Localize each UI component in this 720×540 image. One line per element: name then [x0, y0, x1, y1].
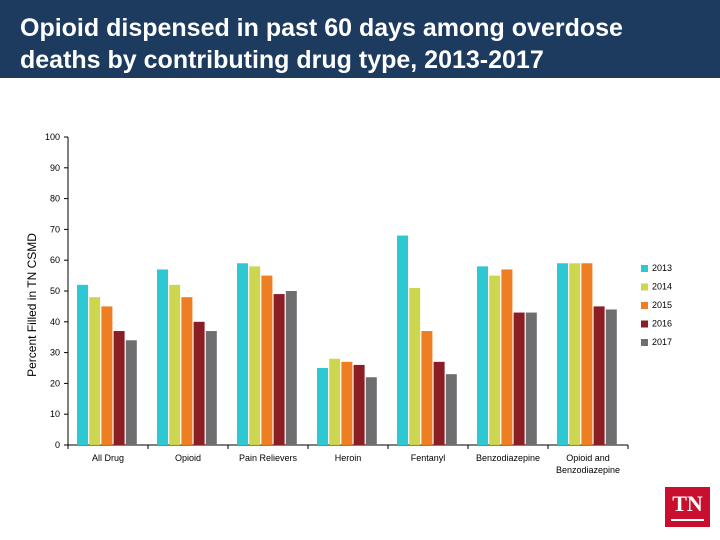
bar-2015-6	[581, 263, 593, 445]
legend-label-2015: 2015	[652, 300, 672, 310]
bar-2016-2	[273, 294, 285, 445]
y-tick-label: 50	[50, 286, 60, 296]
category-label: Heroin	[335, 453, 362, 463]
bar-2013-4	[397, 235, 408, 445]
bar-2013-0	[77, 284, 88, 445]
bar-2015-2	[261, 275, 273, 445]
y-axis-title: Percent Filled in TN CSMD	[25, 233, 39, 377]
category-label: Benzodiazepine	[476, 453, 540, 463]
legend-swatch-2015	[641, 302, 648, 309]
legend-swatch-2014	[641, 283, 648, 291]
legend-label-2016: 2016	[652, 319, 672, 329]
bar-2017-5	[525, 312, 537, 445]
bar-2015-0	[101, 306, 113, 445]
category-label: Pain Relievers	[239, 453, 298, 463]
bar-2016-3	[353, 364, 365, 445]
bar-2014-5	[489, 275, 501, 445]
y-tick-label: 30	[50, 348, 60, 358]
y-tick-label: 20	[50, 378, 60, 388]
bar-2013-6	[557, 263, 568, 445]
tn-logo: TN	[665, 487, 710, 527]
bar-2016-6	[593, 306, 605, 445]
bar-2017-0	[125, 340, 137, 445]
title-bar: Opioid dispensed in past 60 days among o…	[0, 0, 720, 78]
legend-swatch-2016	[641, 320, 648, 328]
bar-2014-1	[169, 284, 181, 445]
legend-swatch-2017	[641, 339, 648, 346]
bar-2016-5	[513, 312, 525, 445]
y-tick-label: 0	[55, 440, 60, 450]
legend-swatch-2013	[641, 265, 648, 272]
bar-2016-4	[433, 361, 445, 445]
tn-logo-text: TN	[672, 491, 703, 516]
category-labels: All Drug Opioid Pain Relievers Heroin Fentan…	[92, 453, 620, 475]
y-tick-label: 40	[50, 317, 60, 327]
legend: 2013 2014 2015 2016 2017	[641, 263, 672, 347]
bar-2017-4	[445, 374, 457, 445]
category-label: Fentanyl	[411, 453, 446, 463]
tn-logo-rule	[671, 519, 704, 521]
bar-2013-3	[317, 368, 328, 445]
bar-2015-1	[181, 297, 193, 445]
bar-2014-4	[409, 287, 421, 445]
legend-label-2017: 2017	[652, 337, 672, 347]
bar-2013-5	[477, 266, 488, 445]
bar-2013-1	[157, 269, 168, 445]
bar-2014-6	[569, 263, 581, 445]
bar-2017-1	[205, 331, 217, 445]
y-tick-label: 60	[50, 255, 60, 265]
category-label: Benzodiazepine	[556, 465, 620, 475]
bar-2015-5	[501, 269, 513, 445]
bar-2013-2	[237, 263, 248, 445]
slide-title: Opioid dispensed in past 60 days among o…	[20, 14, 623, 74]
bar-2017-6	[605, 309, 617, 445]
y-tick-label: 100	[45, 132, 60, 142]
bar-2014-2	[249, 266, 261, 445]
legend-label-2013: 2013	[652, 263, 672, 273]
bar-2016-0	[113, 331, 125, 445]
bars	[77, 235, 617, 445]
category-label: Opioid	[175, 453, 201, 463]
y-tick-label: 80	[50, 194, 60, 204]
y-tick-label: 10	[50, 409, 60, 419]
bar-2014-3	[329, 358, 341, 445]
bar-2017-3	[365, 377, 377, 445]
bar-2014-0	[89, 297, 101, 445]
y-tick-label: 70	[50, 224, 60, 234]
category-label: Opioid and	[566, 453, 610, 463]
bar-2015-4	[421, 331, 433, 445]
legend-label-2014: 2014	[652, 282, 672, 292]
category-label: All Drug	[92, 453, 124, 463]
bar-2015-3	[341, 361, 353, 445]
y-tick-label: 90	[50, 163, 60, 173]
y-axis-title-group: Percent Filled in TN CSMD	[25, 233, 39, 377]
bar-2016-1	[193, 321, 205, 445]
bar-2017-2	[285, 291, 297, 445]
